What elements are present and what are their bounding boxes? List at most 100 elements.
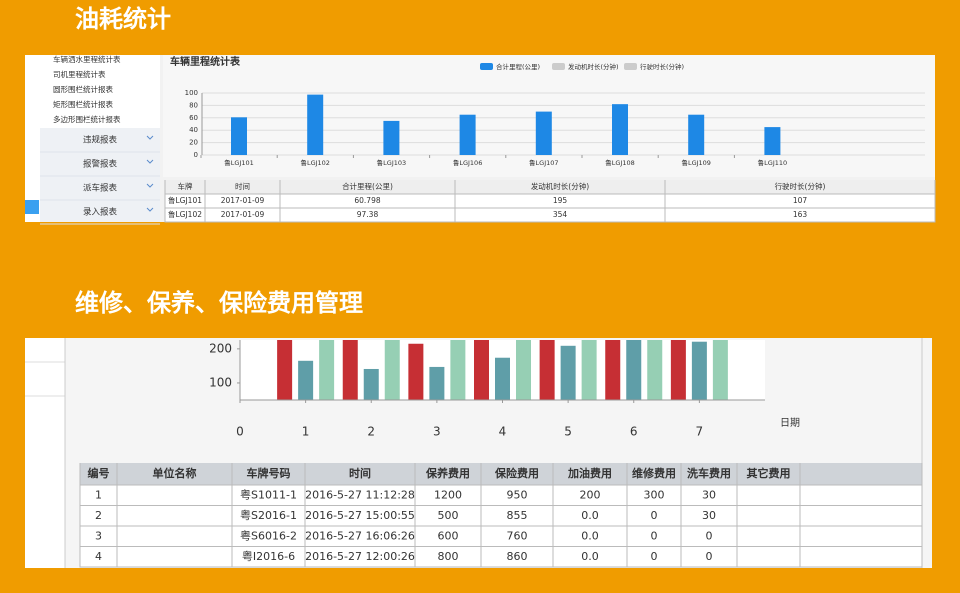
menu-group[interactable]: 违规报表: [83, 135, 118, 146]
bar: [688, 114, 705, 155]
bar: [605, 340, 621, 400]
x-tick-label: 1: [302, 425, 310, 439]
table-cell: 195: [553, 196, 568, 205]
table-cell: 2016-5-27 15:00:55: [305, 509, 415, 522]
table-cell: 1: [95, 488, 102, 501]
bar: [764, 127, 781, 155]
table-cell: 354: [553, 210, 568, 219]
legend-swatch: [480, 63, 493, 70]
bar: [307, 94, 324, 155]
x-tick-label: 鲁LGJ106: [453, 158, 482, 167]
table-cell: 2017-01-09: [221, 196, 265, 205]
bar: [231, 117, 247, 155]
menu-item[interactable]: 圆形围栏统计报表: [53, 84, 113, 94]
bar: [298, 360, 314, 400]
menu-group[interactable]: 报警报表: [83, 159, 118, 170]
menu-group[interactable]: 派车报表: [83, 183, 118, 194]
legend-swatch: [624, 63, 637, 70]
column-header: 单位名称: [153, 466, 197, 480]
bar: [384, 340, 400, 400]
bar: [670, 340, 686, 400]
x-tick-label: 2: [367, 425, 375, 439]
table-cell: 3: [95, 529, 102, 542]
bar: [383, 120, 400, 155]
column-header: 车牌号码: [247, 466, 291, 480]
column-header: 洗车费用: [687, 466, 731, 480]
table-cell: 2017-01-09: [221, 210, 265, 219]
table-cell: 60.798: [354, 196, 380, 205]
bar: [342, 340, 358, 400]
column-header: 编号: [88, 466, 110, 480]
table-cell: 2016-5-27 12:00:26: [305, 550, 415, 563]
chevron: [146, 135, 154, 140]
bar: [408, 343, 424, 400]
bar: [626, 340, 642, 400]
table-cell: 0: [651, 550, 658, 563]
bar: [612, 104, 628, 155]
y-tick-label: 60: [189, 114, 198, 122]
section-title: 维修、保养、保险费用管理: [75, 289, 363, 317]
column-header: 保险费用: [494, 466, 539, 480]
legend-label[interactable]: 发动机时长(分钟): [568, 62, 619, 71]
bar: [495, 357, 510, 400]
table-cell: 鲁LGJ101: [168, 195, 202, 205]
table-cell: 1200: [434, 488, 462, 501]
x-tick-label: 鲁LGJ103: [377, 158, 406, 167]
table-cell: 2: [95, 509, 102, 522]
menu-group[interactable]: 录入报表: [83, 207, 118, 218]
bar: [712, 340, 728, 400]
table-cell: 粤S1011-1: [240, 487, 297, 501]
table-cell: 500: [438, 509, 459, 522]
menu-item[interactable]: 矩形围栏统计报表: [53, 99, 113, 109]
column-header: 加油费用: [567, 466, 612, 480]
table-cell: 0.0: [581, 529, 599, 542]
y-tick-label: 20: [189, 139, 198, 147]
table-cell: 2016-5-27 16:06:26: [305, 529, 415, 542]
table-header: [80, 463, 922, 485]
bar: [459, 114, 476, 155]
column-header: 时间: [349, 466, 371, 480]
y-tick-label: 0: [194, 151, 198, 159]
table-cell: 0: [706, 550, 713, 563]
menu-bg: [40, 128, 160, 222]
column-header: 其它费用: [747, 466, 791, 480]
table-cell: 30: [702, 488, 716, 501]
table-cell: 0.0: [581, 550, 599, 563]
table-cell: 鲁LGJ102: [168, 209, 202, 219]
table-cell: 0: [651, 509, 658, 522]
x-tick-label: 6: [630, 425, 638, 439]
table-header: [165, 180, 935, 194]
column-header: 时间: [235, 181, 250, 191]
table-cell: 2016-5-27 11:12:28: [305, 488, 415, 501]
menu-item[interactable]: 司机里程统计表: [53, 69, 106, 79]
bar: [516, 340, 531, 400]
x-tick-label: 鲁LGJ109: [681, 158, 710, 167]
table-cell: 0.0: [581, 509, 599, 522]
table-cell: 300: [644, 488, 665, 501]
table-cell: 855: [507, 509, 528, 522]
x-tick-label: 4: [499, 425, 507, 439]
table-cell: 860: [507, 550, 528, 563]
table-cell: 粤S2016-1: [240, 508, 297, 522]
chevron: [146, 207, 154, 212]
table-cell: 粤S6016-2: [240, 528, 297, 542]
y-tick-label: 80: [189, 101, 198, 109]
table-cell: 0: [706, 529, 713, 542]
menu-item[interactable]: 多边形围栏统计报表: [53, 114, 121, 124]
table-cell: 600: [438, 529, 459, 542]
bar: [429, 366, 445, 400]
y-tick-label: 100: [209, 375, 232, 389]
section-title: 油耗统计: [75, 5, 171, 33]
table-cell: 200: [580, 488, 601, 501]
table-cell: 30: [702, 509, 716, 522]
legend-label[interactable]: 合计里程(公里): [496, 62, 540, 71]
table-cell: 163: [793, 210, 808, 219]
bar: [581, 340, 597, 400]
column-header: 合计里程(公里): [342, 181, 393, 191]
table-cell: 950: [507, 488, 528, 501]
x-tick-label: 鲁LGJ102: [300, 158, 329, 167]
x-tick-label: 鲁LGJ107: [529, 158, 558, 167]
menu-item[interactable]: 车辆洒水里程统计表: [53, 54, 121, 64]
x-tick-label: 鲁LGJ101: [224, 158, 253, 167]
legend-label[interactable]: 行驶时长(分钟): [640, 62, 684, 71]
